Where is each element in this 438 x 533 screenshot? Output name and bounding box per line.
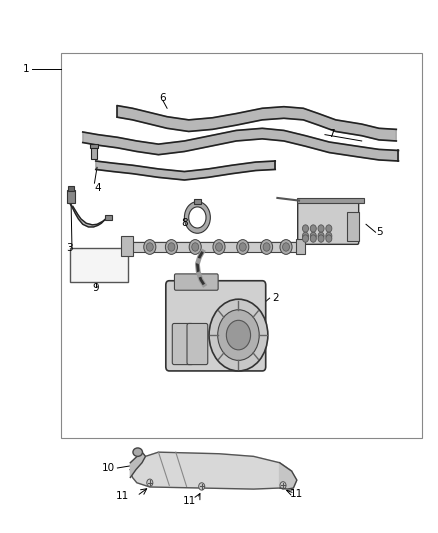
- Circle shape: [147, 479, 153, 487]
- Bar: [61, 53, 422, 438]
- Text: 1: 1: [23, 64, 30, 74]
- Circle shape: [168, 243, 175, 251]
- Text: 8: 8: [181, 218, 188, 228]
- Polygon shape: [124, 242, 304, 252]
- Text: 10: 10: [102, 463, 115, 473]
- FancyBboxPatch shape: [174, 274, 218, 290]
- Circle shape: [209, 299, 268, 371]
- Text: 4: 4: [95, 183, 101, 193]
- Circle shape: [144, 240, 156, 254]
- Circle shape: [239, 243, 246, 251]
- Circle shape: [280, 482, 286, 489]
- Circle shape: [326, 225, 332, 232]
- Circle shape: [226, 320, 251, 350]
- FancyBboxPatch shape: [187, 324, 208, 365]
- Circle shape: [215, 243, 223, 251]
- Text: 11: 11: [290, 489, 304, 499]
- Circle shape: [318, 232, 324, 240]
- Text: 7: 7: [328, 128, 335, 139]
- Bar: [67, 190, 74, 203]
- Text: 2: 2: [272, 293, 279, 303]
- Circle shape: [310, 235, 316, 242]
- Circle shape: [237, 240, 249, 254]
- Polygon shape: [131, 452, 292, 489]
- Circle shape: [192, 243, 199, 251]
- Bar: [121, 236, 134, 256]
- Polygon shape: [96, 161, 275, 180]
- Text: 5: 5: [376, 227, 382, 237]
- FancyBboxPatch shape: [298, 200, 359, 244]
- Circle shape: [263, 243, 270, 251]
- Polygon shape: [279, 463, 297, 489]
- Circle shape: [146, 243, 153, 251]
- Polygon shape: [70, 203, 106, 227]
- Circle shape: [303, 225, 308, 232]
- Text: 3: 3: [67, 243, 73, 253]
- Circle shape: [303, 235, 308, 242]
- Circle shape: [283, 243, 290, 251]
- Polygon shape: [83, 128, 399, 161]
- Bar: [92, 147, 97, 159]
- Circle shape: [213, 240, 225, 254]
- Bar: [297, 198, 364, 203]
- Text: Bprp   TFC: Bprp TFC: [74, 254, 106, 260]
- Circle shape: [326, 235, 332, 242]
- Circle shape: [199, 483, 205, 490]
- Circle shape: [310, 232, 316, 240]
- Circle shape: [303, 232, 308, 240]
- Circle shape: [280, 240, 292, 254]
- Bar: [346, 212, 359, 241]
- Bar: [67, 186, 74, 191]
- Bar: [90, 144, 98, 148]
- Circle shape: [318, 225, 324, 232]
- Ellipse shape: [133, 448, 142, 456]
- Text: 9: 9: [92, 282, 99, 293]
- Circle shape: [310, 225, 316, 232]
- Polygon shape: [117, 106, 396, 141]
- FancyBboxPatch shape: [166, 281, 266, 371]
- Bar: [296, 239, 304, 254]
- Circle shape: [326, 232, 332, 240]
- Circle shape: [318, 235, 324, 242]
- Circle shape: [166, 240, 177, 254]
- Bar: [70, 248, 128, 282]
- Text: 11: 11: [183, 496, 196, 506]
- Bar: [105, 215, 112, 220]
- Circle shape: [218, 310, 259, 360]
- Circle shape: [189, 240, 201, 254]
- Circle shape: [261, 240, 272, 254]
- Text: TQC: TQC: [74, 263, 84, 268]
- Bar: [194, 199, 201, 204]
- FancyBboxPatch shape: [172, 324, 193, 365]
- Text: 11: 11: [116, 491, 129, 501]
- Text: 6: 6: [159, 93, 166, 103]
- Polygon shape: [131, 452, 145, 478]
